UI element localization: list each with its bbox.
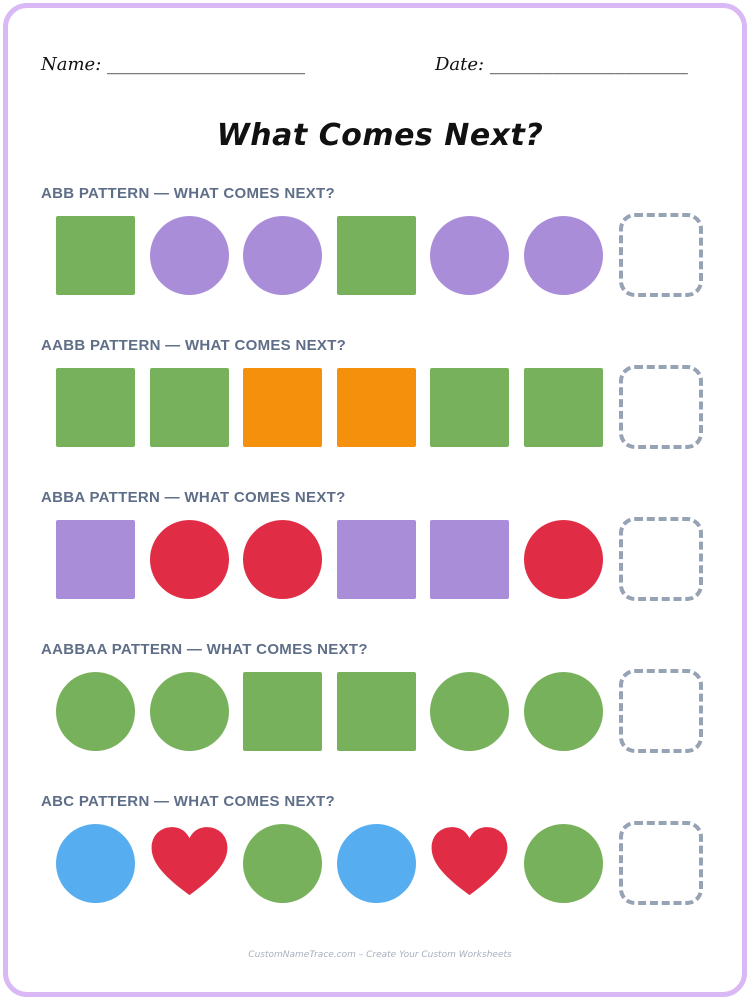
green-square-icon xyxy=(430,368,509,447)
orange-square-icon xyxy=(243,368,322,447)
answer-box[interactable] xyxy=(619,517,703,601)
purple-circle-icon xyxy=(150,216,229,295)
page-title: What Comes Next? xyxy=(216,118,544,153)
answer-box[interactable] xyxy=(619,821,703,905)
orange-square-icon xyxy=(337,368,416,447)
green-square-icon xyxy=(56,368,135,447)
green-circle-icon xyxy=(430,672,509,751)
green-square-icon xyxy=(524,368,603,447)
answer-box[interactable] xyxy=(619,669,703,753)
answer-box[interactable] xyxy=(619,365,703,449)
green-circle-icon xyxy=(56,672,135,751)
green-circle-icon xyxy=(150,672,229,751)
red-circle-icon xyxy=(243,520,322,599)
green-circle-icon xyxy=(243,824,322,903)
red-circle-icon xyxy=(150,520,229,599)
green-square-icon xyxy=(243,672,322,751)
footer-text: CustomNameTrace.com – Create Your Custom… xyxy=(248,950,512,960)
pattern-label: AABBAA PATTERN — WHAT COMES NEXT? xyxy=(41,641,368,658)
pattern-label: ABBA PATTERN — WHAT COMES NEXT? xyxy=(41,489,346,506)
name-field: Name: ______________________ xyxy=(41,54,305,75)
red-circle-icon xyxy=(524,520,603,599)
purple-circle-icon xyxy=(524,216,603,295)
pattern-row xyxy=(56,669,716,753)
worksheet-page: Name: ______________________ Date: _____… xyxy=(3,3,747,997)
date-field: Date: ______________________ xyxy=(435,54,688,75)
answer-box[interactable] xyxy=(619,213,703,297)
green-circle-icon xyxy=(524,672,603,751)
pattern-label: ABB PATTERN — WHAT COMES NEXT? xyxy=(41,185,335,202)
green-circle-icon xyxy=(524,824,603,903)
green-square-icon xyxy=(56,216,135,295)
blue-circle-icon xyxy=(56,824,135,903)
green-square-icon xyxy=(150,368,229,447)
purple-square-icon xyxy=(430,520,509,599)
red-heart-icon xyxy=(150,824,229,903)
green-square-icon xyxy=(337,216,416,295)
purple-square-icon xyxy=(56,520,135,599)
pattern-row xyxy=(56,213,716,297)
pattern-row xyxy=(56,821,716,905)
pattern-row xyxy=(56,517,716,601)
pattern-label: AABB PATTERN — WHAT COMES NEXT? xyxy=(41,337,347,354)
pattern-label: ABC PATTERN — WHAT COMES NEXT? xyxy=(41,793,335,810)
blue-circle-icon xyxy=(337,824,416,903)
pattern-row xyxy=(56,365,716,449)
green-square-icon xyxy=(337,672,416,751)
purple-circle-icon xyxy=(243,216,322,295)
purple-square-icon xyxy=(337,520,416,599)
purple-circle-icon xyxy=(430,216,509,295)
red-heart-icon xyxy=(430,824,509,903)
